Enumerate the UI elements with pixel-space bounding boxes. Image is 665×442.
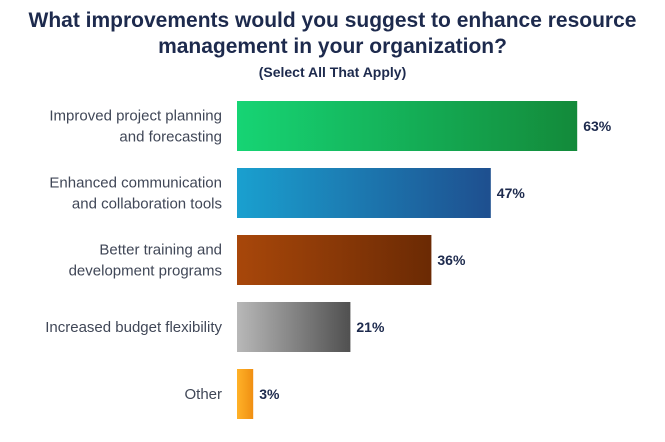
- chart-title-line-2: management in your organization?: [158, 35, 507, 58]
- category-label-other: Other: [184, 386, 222, 403]
- bar-other: [237, 369, 254, 419]
- chart-title-line-1: What improvements would you suggest to e…: [28, 9, 637, 32]
- bar-improved-project-planning-and-forecasting: [237, 101, 578, 151]
- chart-subtitle: (Select All That Apply): [258, 64, 407, 80]
- category-label-improved-project-planning-and-forecasting: Improved project planning and forecasting: [49, 108, 222, 146]
- category-label-enhanced-communication-and-collaboration-tools: Enhanced communication and collaboration …: [49, 175, 222, 213]
- value-label-better-training-and-development-programs: 36%: [437, 252, 466, 268]
- value-label-other: 3%: [259, 386, 280, 402]
- value-label-increased-budget-flexibility: 21%: [356, 319, 385, 335]
- chart-title: What improvements would you suggest to e…: [0, 8, 665, 60]
- category-label-better-training-and-development-programs: Better training and development programs: [69, 242, 222, 280]
- value-label-enhanced-communication-and-collaboration-tools: 47%: [497, 185, 526, 201]
- bar-enhanced-communication-and-collaboration-tools: [237, 168, 491, 218]
- value-label-improved-project-planning-and-forecasting: 63%: [583, 118, 612, 134]
- category-label-increased-budget-flexibility: Increased budget flexibility: [45, 319, 222, 336]
- bar-increased-budget-flexibility: [237, 302, 351, 352]
- bar-better-training-and-development-programs: [237, 235, 432, 285]
